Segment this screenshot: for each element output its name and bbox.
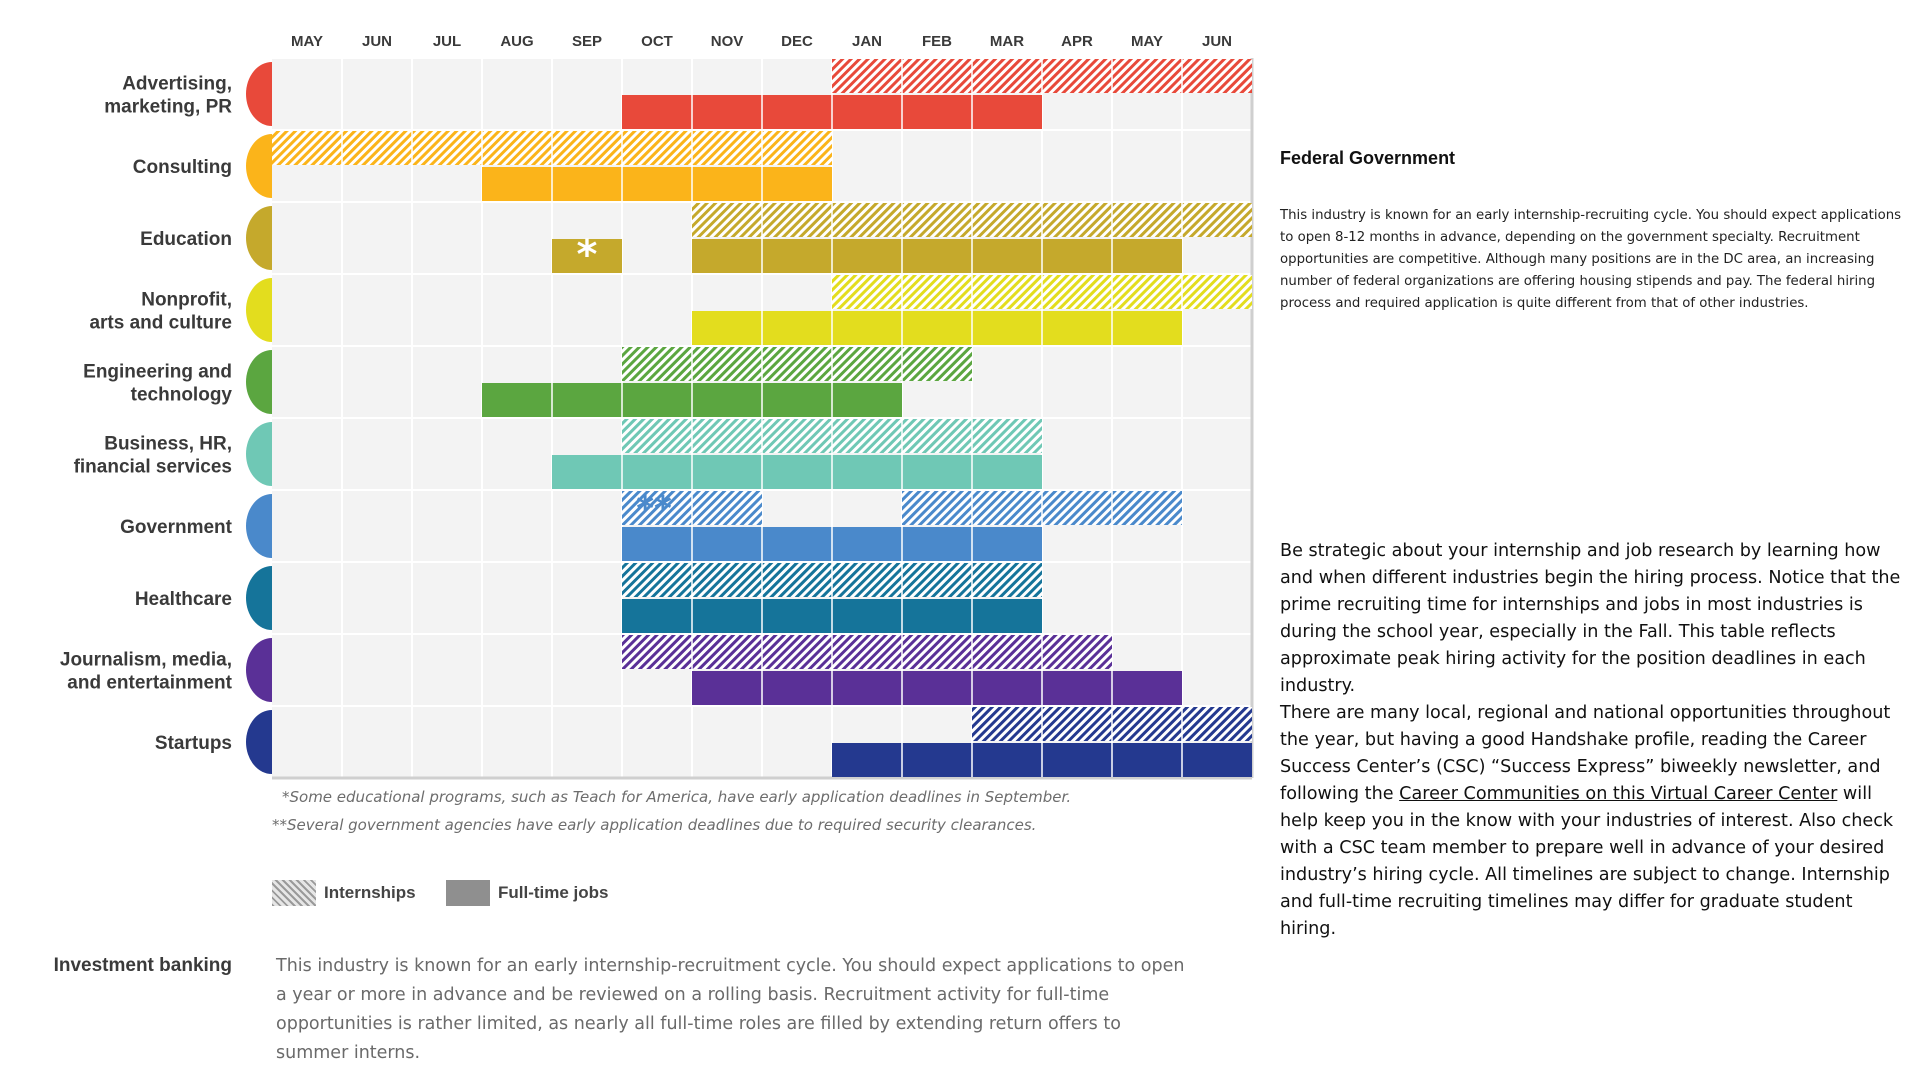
- chart-grid: [272, 57, 1254, 780]
- internship-bar: [622, 347, 972, 381]
- chart-rows: Advertising,marketing, PR Consulting Educa…: [60, 59, 1252, 777]
- month-label: JAN: [852, 33, 882, 50]
- footnote-government: **Several government agencies have early…: [272, 816, 1037, 834]
- investment-banking-text: This industry is known for an early inte…: [276, 956, 1185, 1063]
- asterisk-mark: *: [577, 232, 598, 278]
- category-label: financial services: [74, 457, 232, 478]
- fulltime-bar: [692, 239, 1182, 273]
- category-label: Consulting: [133, 157, 232, 178]
- industry-hiring-timeline-chart: MAY JUN JUL AUG SEP OCT NOV DEC JAN FEB MAR APR MAY J…: [60, 33, 1254, 780]
- month-label: MAY: [291, 33, 323, 50]
- category-label: technology: [131, 385, 233, 406]
- category-tab: [246, 62, 272, 126]
- intro-paragraph: Be strategic about your internship and j…: [1280, 541, 1901, 696]
- fulltime-bar: [552, 455, 1042, 489]
- month-label: MAR: [990, 33, 1024, 50]
- month-label: NOV: [711, 33, 744, 50]
- category-label: Business, HR,: [104, 434, 232, 455]
- month-label: SEP: [572, 33, 602, 50]
- month-label: JUN: [362, 33, 392, 50]
- category-label: and entertainment: [67, 673, 232, 694]
- category-tab: [246, 350, 272, 414]
- category-label: Journalism, media,: [60, 650, 232, 671]
- month-axis: MAY JUN JUL AUG SEP OCT NOV DEC JAN FEB MAR APR MAY J…: [291, 33, 1232, 50]
- month-label: JUL: [433, 33, 461, 50]
- category-tab: [246, 710, 272, 774]
- month-label: DEC: [781, 33, 813, 50]
- month-label: FEB: [922, 33, 952, 50]
- category-label: Education: [140, 229, 232, 250]
- investment-banking-label: Investment banking: [53, 955, 232, 976]
- month-label: OCT: [641, 33, 673, 50]
- federal-government-text: This industry is known for an early inte…: [1280, 208, 1902, 311]
- resources-text-before: There are many local, regional and natio…: [1280, 703, 1891, 804]
- internship-bar: [622, 635, 1112, 669]
- month-label: APR: [1061, 33, 1093, 50]
- category-label: arts and culture: [89, 313, 232, 334]
- category-label: Advertising,: [122, 74, 232, 95]
- category-tab: [246, 638, 272, 702]
- legend-swatch-internships: [272, 880, 316, 906]
- category-tab: [246, 278, 272, 342]
- category-tab: [246, 494, 272, 558]
- category-label: Government: [120, 517, 233, 538]
- legend-label-fulltime: Full-time jobs: [498, 883, 609, 902]
- month-label: JUN: [1202, 33, 1232, 50]
- resources-text-after: will help keep you in the know with your…: [1280, 784, 1894, 939]
- category-tab: [246, 134, 272, 198]
- month-label: AUG: [500, 33, 533, 50]
- fulltime-bar: [552, 239, 622, 273]
- category-label: Healthcare: [135, 589, 232, 610]
- category-tab: [246, 206, 272, 270]
- category-label: marketing, PR: [104, 97, 232, 118]
- fulltime-bar: [692, 671, 1182, 705]
- legend-fulltime: Full-time jobs: [446, 880, 609, 906]
- asterisk-mark: **: [636, 489, 672, 529]
- career-communities-link[interactable]: Career Communities on this Virtual Caree…: [1399, 784, 1838, 804]
- legend-internships: Internships: [272, 880, 416, 906]
- resources-paragraph: There are many local, regional and natio…: [1280, 700, 1914, 943]
- legend-swatch-fulltime: [446, 880, 490, 906]
- category-label: Nonprofit,: [141, 290, 232, 311]
- category-label: Engineering and: [83, 362, 232, 383]
- legend-label-internships: Internships: [324, 883, 416, 902]
- fulltime-bar: [692, 311, 1182, 345]
- month-label: MAY: [1131, 33, 1163, 50]
- category-label: Startups: [155, 733, 232, 754]
- category-tab: [246, 566, 272, 630]
- fulltime-bar: [482, 167, 832, 201]
- category-tab: [246, 422, 272, 486]
- federal-government-title: Federal Government: [1280, 148, 1456, 168]
- footnote-education: *Some educational programs, such as Teac…: [282, 788, 1072, 806]
